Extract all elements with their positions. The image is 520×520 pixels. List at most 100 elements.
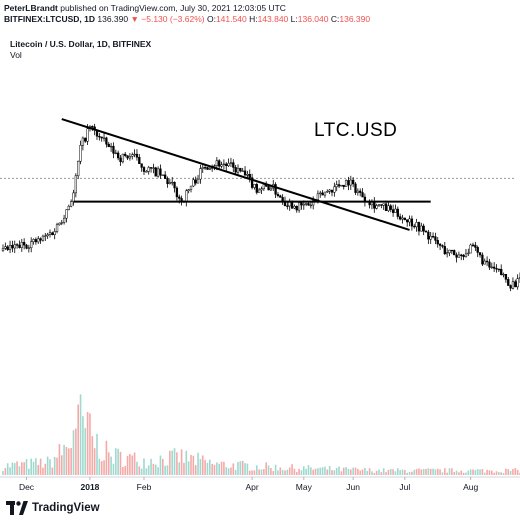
candle-body bbox=[70, 201, 73, 207]
volume-bar bbox=[164, 465, 166, 475]
candle-body bbox=[102, 137, 106, 139]
candle-body bbox=[62, 217, 66, 223]
candle-body bbox=[173, 181, 176, 189]
volume-bar bbox=[505, 468, 507, 475]
candle-body bbox=[340, 184, 343, 187]
volume-bar bbox=[364, 467, 366, 475]
volume-bar bbox=[295, 471, 298, 475]
x-tick-label: Jul bbox=[399, 482, 410, 492]
volume-bar bbox=[35, 458, 37, 475]
open-label: O: bbox=[206, 14, 216, 24]
candle-body bbox=[514, 281, 517, 288]
volume-bar bbox=[345, 467, 347, 475]
volume-bar bbox=[389, 468, 392, 475]
candle-body bbox=[138, 157, 141, 164]
candle-body bbox=[474, 244, 477, 248]
chart-annotation: LTC.USD bbox=[314, 120, 398, 141]
candle-body bbox=[269, 187, 273, 191]
volume-bar bbox=[425, 468, 427, 475]
volume-bar bbox=[185, 450, 188, 475]
candle-body bbox=[300, 202, 303, 206]
candle-body bbox=[79, 145, 82, 162]
price-change: −5.130 (−3.62%) bbox=[141, 14, 205, 24]
candle-body bbox=[309, 204, 313, 207]
candle-body bbox=[293, 205, 296, 209]
volume-bar bbox=[481, 468, 484, 475]
candle-body bbox=[58, 222, 61, 226]
volume-bar bbox=[347, 468, 350, 475]
volume-bar bbox=[427, 468, 430, 475]
candle-body bbox=[46, 234, 49, 237]
volume-bar bbox=[406, 472, 408, 475]
volume-bar bbox=[399, 470, 401, 475]
volume-bar bbox=[279, 467, 282, 475]
symbol-line: BITFINEX:LTCUSD, 1D bbox=[4, 14, 95, 24]
volume-bar bbox=[404, 470, 406, 475]
volume-bar bbox=[204, 460, 206, 475]
candle-body bbox=[234, 167, 237, 173]
tradingview-logo-icon bbox=[6, 501, 28, 515]
candle-body bbox=[154, 167, 157, 177]
volume-bar bbox=[401, 469, 404, 475]
candle-body bbox=[6, 246, 9, 250]
volume-bar bbox=[392, 469, 394, 475]
volume-bar bbox=[42, 467, 44, 475]
volume-bar bbox=[63, 444, 65, 475]
volume-bar bbox=[493, 472, 495, 475]
volume-bar bbox=[58, 444, 61, 475]
candle-body bbox=[455, 254, 458, 258]
candle-body bbox=[39, 238, 42, 241]
candle-body bbox=[333, 186, 336, 193]
candle-body bbox=[84, 137, 87, 142]
candle-body bbox=[344, 180, 348, 187]
candle-body bbox=[462, 254, 465, 258]
volume-bar bbox=[206, 462, 209, 475]
candle-body bbox=[509, 285, 512, 289]
volume-bar bbox=[140, 468, 143, 475]
candle-body bbox=[450, 249, 454, 252]
volume-bar bbox=[495, 471, 498, 475]
candle-body bbox=[149, 167, 153, 169]
candle-body bbox=[48, 232, 52, 235]
candle-body bbox=[490, 266, 493, 269]
candle-body bbox=[105, 137, 108, 145]
volume-bar bbox=[366, 471, 369, 475]
candle-body bbox=[507, 279, 510, 286]
candle-body bbox=[55, 224, 59, 232]
volume-bar bbox=[209, 459, 211, 475]
candle-body bbox=[420, 225, 423, 232]
volume-bar bbox=[288, 467, 291, 475]
volume-bar bbox=[413, 469, 416, 475]
volume-bar bbox=[491, 470, 493, 475]
publish-date: published on TradingView.com, July 30, 2… bbox=[60, 3, 286, 13]
volume-bar bbox=[190, 454, 192, 475]
candle-body bbox=[356, 190, 360, 193]
price-chart[interactable]: Dec 2018 Feb Apr May Jun Jul Aug bbox=[0, 28, 520, 500]
candle-body bbox=[243, 170, 247, 176]
volume-bar bbox=[49, 459, 51, 475]
candle-body bbox=[361, 192, 364, 198]
candle-body bbox=[199, 168, 202, 180]
candle-body bbox=[488, 261, 491, 268]
candle-body bbox=[321, 192, 324, 196]
candle-body bbox=[377, 204, 381, 206]
candle-body bbox=[194, 179, 197, 184]
legend-vol: Vol bbox=[10, 50, 22, 60]
tradingview-footer[interactable]: TradingView bbox=[6, 500, 100, 516]
volume-bar bbox=[382, 468, 385, 475]
x-tick-label: Jun bbox=[346, 482, 360, 492]
candle-body bbox=[250, 177, 254, 188]
candle-body bbox=[410, 218, 414, 227]
candle-body bbox=[60, 222, 63, 224]
candle-body bbox=[1, 248, 5, 251]
candle-body bbox=[15, 244, 19, 246]
volume-bar bbox=[37, 465, 40, 475]
volume-bar bbox=[378, 469, 380, 475]
volume-bar bbox=[154, 464, 157, 475]
candle-body bbox=[403, 217, 407, 220]
volume-bar bbox=[225, 467, 228, 475]
candle-body bbox=[359, 190, 362, 193]
volume-bar bbox=[359, 470, 361, 475]
candle-body bbox=[258, 189, 261, 193]
volume-bar bbox=[486, 469, 488, 475]
